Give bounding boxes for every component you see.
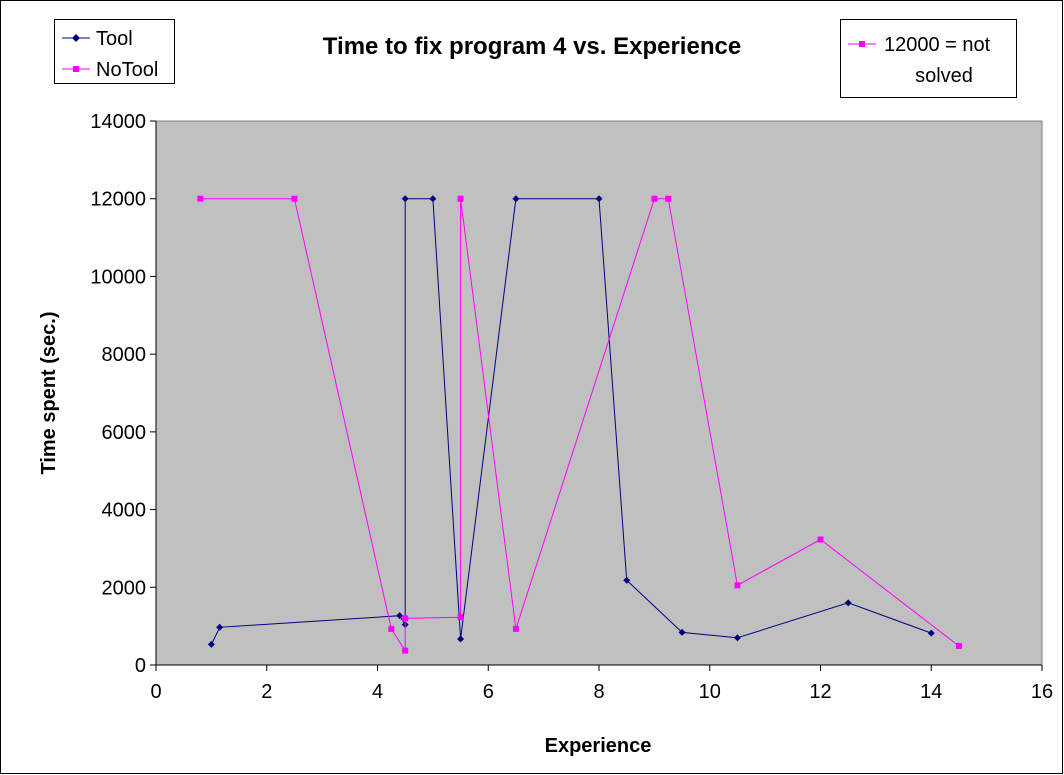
legend-notool-marker: [73, 66, 79, 72]
data-point-notool: [512, 625, 519, 632]
note-marker: [859, 41, 865, 47]
x-axis-ticks: 0 2 4 6 8 10 12 14 16: [150, 664, 1053, 703]
x-tick-label: 0: [150, 681, 161, 703]
y-tick-label: 2000: [102, 577, 147, 599]
data-point-notool: [457, 195, 464, 202]
data-point-tool: [733, 634, 741, 642]
data-point-notool: [817, 536, 824, 543]
data-point-notool: [665, 195, 672, 202]
x-tick-label: 6: [483, 681, 494, 703]
plot-area: [155, 120, 1043, 666]
y-tick-label: 12000: [90, 189, 146, 211]
data-point-notool: [402, 647, 409, 654]
legend-tool-marker: [72, 34, 80, 42]
legend-notool-label: NoTool: [96, 59, 158, 81]
series-layer: [197, 195, 962, 654]
data-point-tool: [927, 629, 935, 637]
legend-tool-label: Tool: [96, 28, 133, 50]
data-point-tool: [207, 640, 215, 648]
note-box-frame: [840, 19, 1017, 98]
x-tick-label: 10: [699, 681, 721, 703]
series-tool: [207, 195, 935, 648]
data-point-notool: [388, 625, 395, 632]
data-point-tool: [457, 635, 465, 643]
data-point-tool: [216, 623, 224, 631]
x-tick-label: 4: [372, 681, 383, 703]
y-tick-label: 8000: [102, 344, 147, 366]
data-point-tool: [844, 599, 852, 607]
y-axis-ticks: 0 2000 4000 6000 8000 10000 12000 14000: [90, 111, 157, 677]
note-line-2: solved: [915, 65, 973, 87]
data-point-tool: [623, 576, 631, 584]
data-point-notool: [197, 195, 204, 202]
x-tick-label: 2: [261, 681, 272, 703]
data-point-notool: [291, 195, 298, 202]
legend-box: [54, 19, 175, 84]
x-tick-label: 8: [593, 681, 604, 703]
data-point-notool: [457, 614, 464, 621]
y-tick-label: 0: [135, 655, 146, 677]
x-tick-label: 16: [1031, 681, 1053, 703]
data-point-notool: [955, 642, 962, 649]
series-notool: [197, 195, 962, 654]
x-tick-label: 14: [920, 681, 942, 703]
y-tick-label: 14000: [90, 111, 146, 133]
data-point-notool: [651, 195, 658, 202]
x-tick-label: 12: [809, 681, 831, 703]
x-axis-title: Experience: [545, 735, 652, 757]
data-point-notool: [402, 615, 409, 622]
data-point-tool: [429, 195, 437, 203]
data-point-notool: [734, 582, 741, 589]
y-tick-label: 4000: [102, 500, 147, 522]
note-box: 12000 = not solved: [840, 19, 1017, 98]
data-point-tool: [401, 195, 409, 203]
data-point-tool: [396, 612, 404, 620]
data-point-tool: [595, 195, 603, 203]
y-axis-title: Time spent (sec.): [38, 311, 60, 474]
y-tick-label: 6000: [102, 422, 147, 444]
y-tick-label: 10000: [90, 266, 146, 288]
data-point-tool: [678, 628, 686, 636]
data-point-tool: [512, 195, 520, 203]
note-line-1: 12000 = not: [884, 34, 991, 56]
chart-title: Time to fix program 4 vs. Experience: [323, 33, 741, 60]
legend: Tool NoTool: [54, 19, 175, 84]
